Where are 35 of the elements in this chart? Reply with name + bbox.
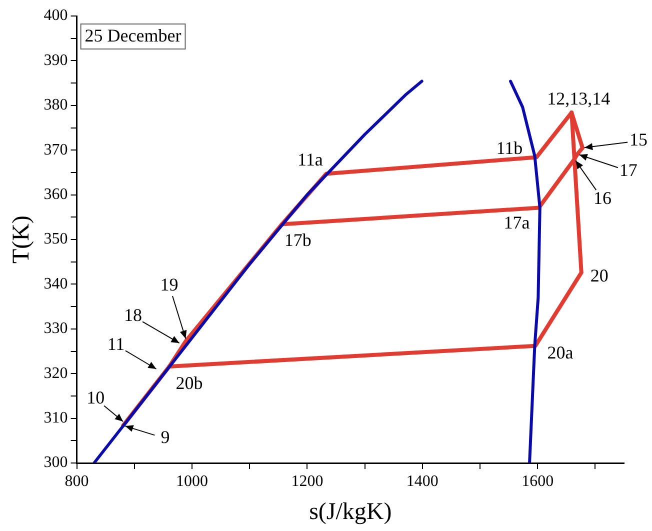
annotation: 19 — [160, 274, 178, 294]
annotation: 17b — [284, 230, 312, 250]
x-tick-label: 800 — [64, 472, 89, 490]
annotation: 17 — [619, 160, 638, 180]
annotation: 20a — [547, 342, 574, 363]
annotation: 12,13,14 — [547, 88, 610, 108]
annotation: 9 — [160, 427, 170, 448]
annotation: 11b — [496, 138, 523, 158]
annotation: 10 — [86, 388, 105, 408]
annotation: 15 — [630, 130, 648, 150]
y-tick-label: 400 — [44, 7, 68, 24]
y-tick-label: 340 — [44, 275, 68, 292]
y-tick-label: 330 — [44, 320, 68, 338]
y-tick-label: 350 — [44, 230, 68, 248]
x-tick-label: 1400 — [406, 472, 438, 490]
y-tick-label: 360 — [44, 186, 68, 204]
annotation: 16 — [593, 188, 612, 208]
y-tick-label: 300 — [44, 454, 68, 472]
annotation: 18 — [124, 304, 142, 325]
y-tick-label: 390 — [44, 52, 68, 69]
x-tick-label: 1000 — [176, 472, 208, 490]
y-tick-label: 370 — [44, 141, 68, 158]
annotation: 25 December — [84, 26, 182, 46]
x-axis-title: s(J/kgK) — [309, 498, 392, 525]
y-tick-label: 310 — [44, 410, 68, 427]
x-tick-label: 1600 — [522, 472, 554, 490]
annotation: 11a — [298, 150, 323, 170]
annotation: 11 — [107, 334, 125, 354]
annotation: 20 — [590, 265, 608, 286]
annotation: 20b — [176, 373, 203, 394]
y-tick-label: 380 — [44, 96, 68, 114]
annotation: 17a — [504, 212, 530, 232]
y-tick-label: 320 — [44, 364, 68, 382]
x-tick-label: 1200 — [291, 472, 324, 490]
y-axis-title: T(K) — [8, 216, 35, 264]
